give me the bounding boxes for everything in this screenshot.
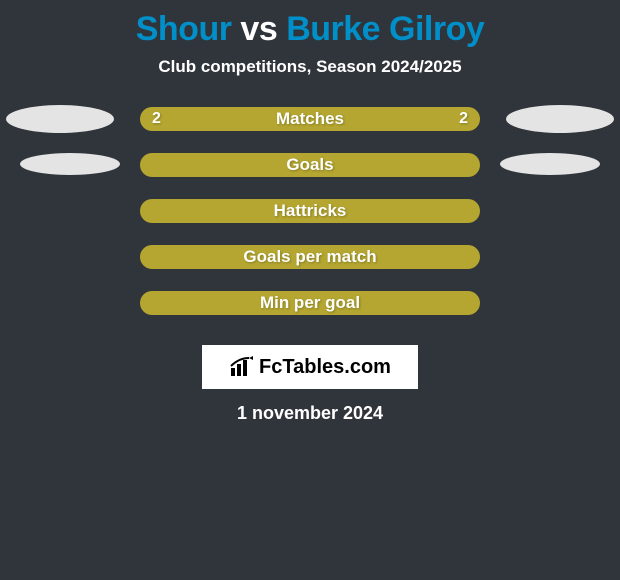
stat-bar [140, 107, 480, 131]
title-left-name: Shour [136, 10, 232, 48]
stat-bar [140, 291, 480, 315]
stat-row: Hattricks [0, 199, 620, 245]
stat-bar [140, 153, 480, 177]
stat-row: Min per goal [0, 291, 620, 337]
logo-box: FcTables.com [202, 345, 418, 389]
stat-row: Goals [0, 153, 620, 199]
player-marker-left [20, 153, 120, 175]
stat-row: Goals per match [0, 245, 620, 291]
player-marker-left [6, 105, 114, 133]
barchart-icon [229, 356, 255, 378]
title-vs: vs [240, 10, 277, 48]
stat-bar [140, 245, 480, 269]
player-marker-right [500, 153, 600, 175]
stat-bar [140, 199, 480, 223]
logo-text: FcTables.com [259, 356, 391, 379]
player-marker-right [506, 105, 614, 133]
date-label: 1 november 2024 [0, 403, 620, 424]
page-title: Shour vs Burke Gilroy [0, 10, 620, 49]
title-right-name: Burke Gilroy [286, 10, 484, 48]
comparison-chart: Matches22GoalsHattricksGoals per matchMi… [0, 107, 620, 337]
subtitle: Club competitions, Season 2024/2025 [0, 57, 620, 77]
fctables-logo: FcTables.com [229, 356, 391, 379]
stat-row: Matches22 [0, 107, 620, 153]
